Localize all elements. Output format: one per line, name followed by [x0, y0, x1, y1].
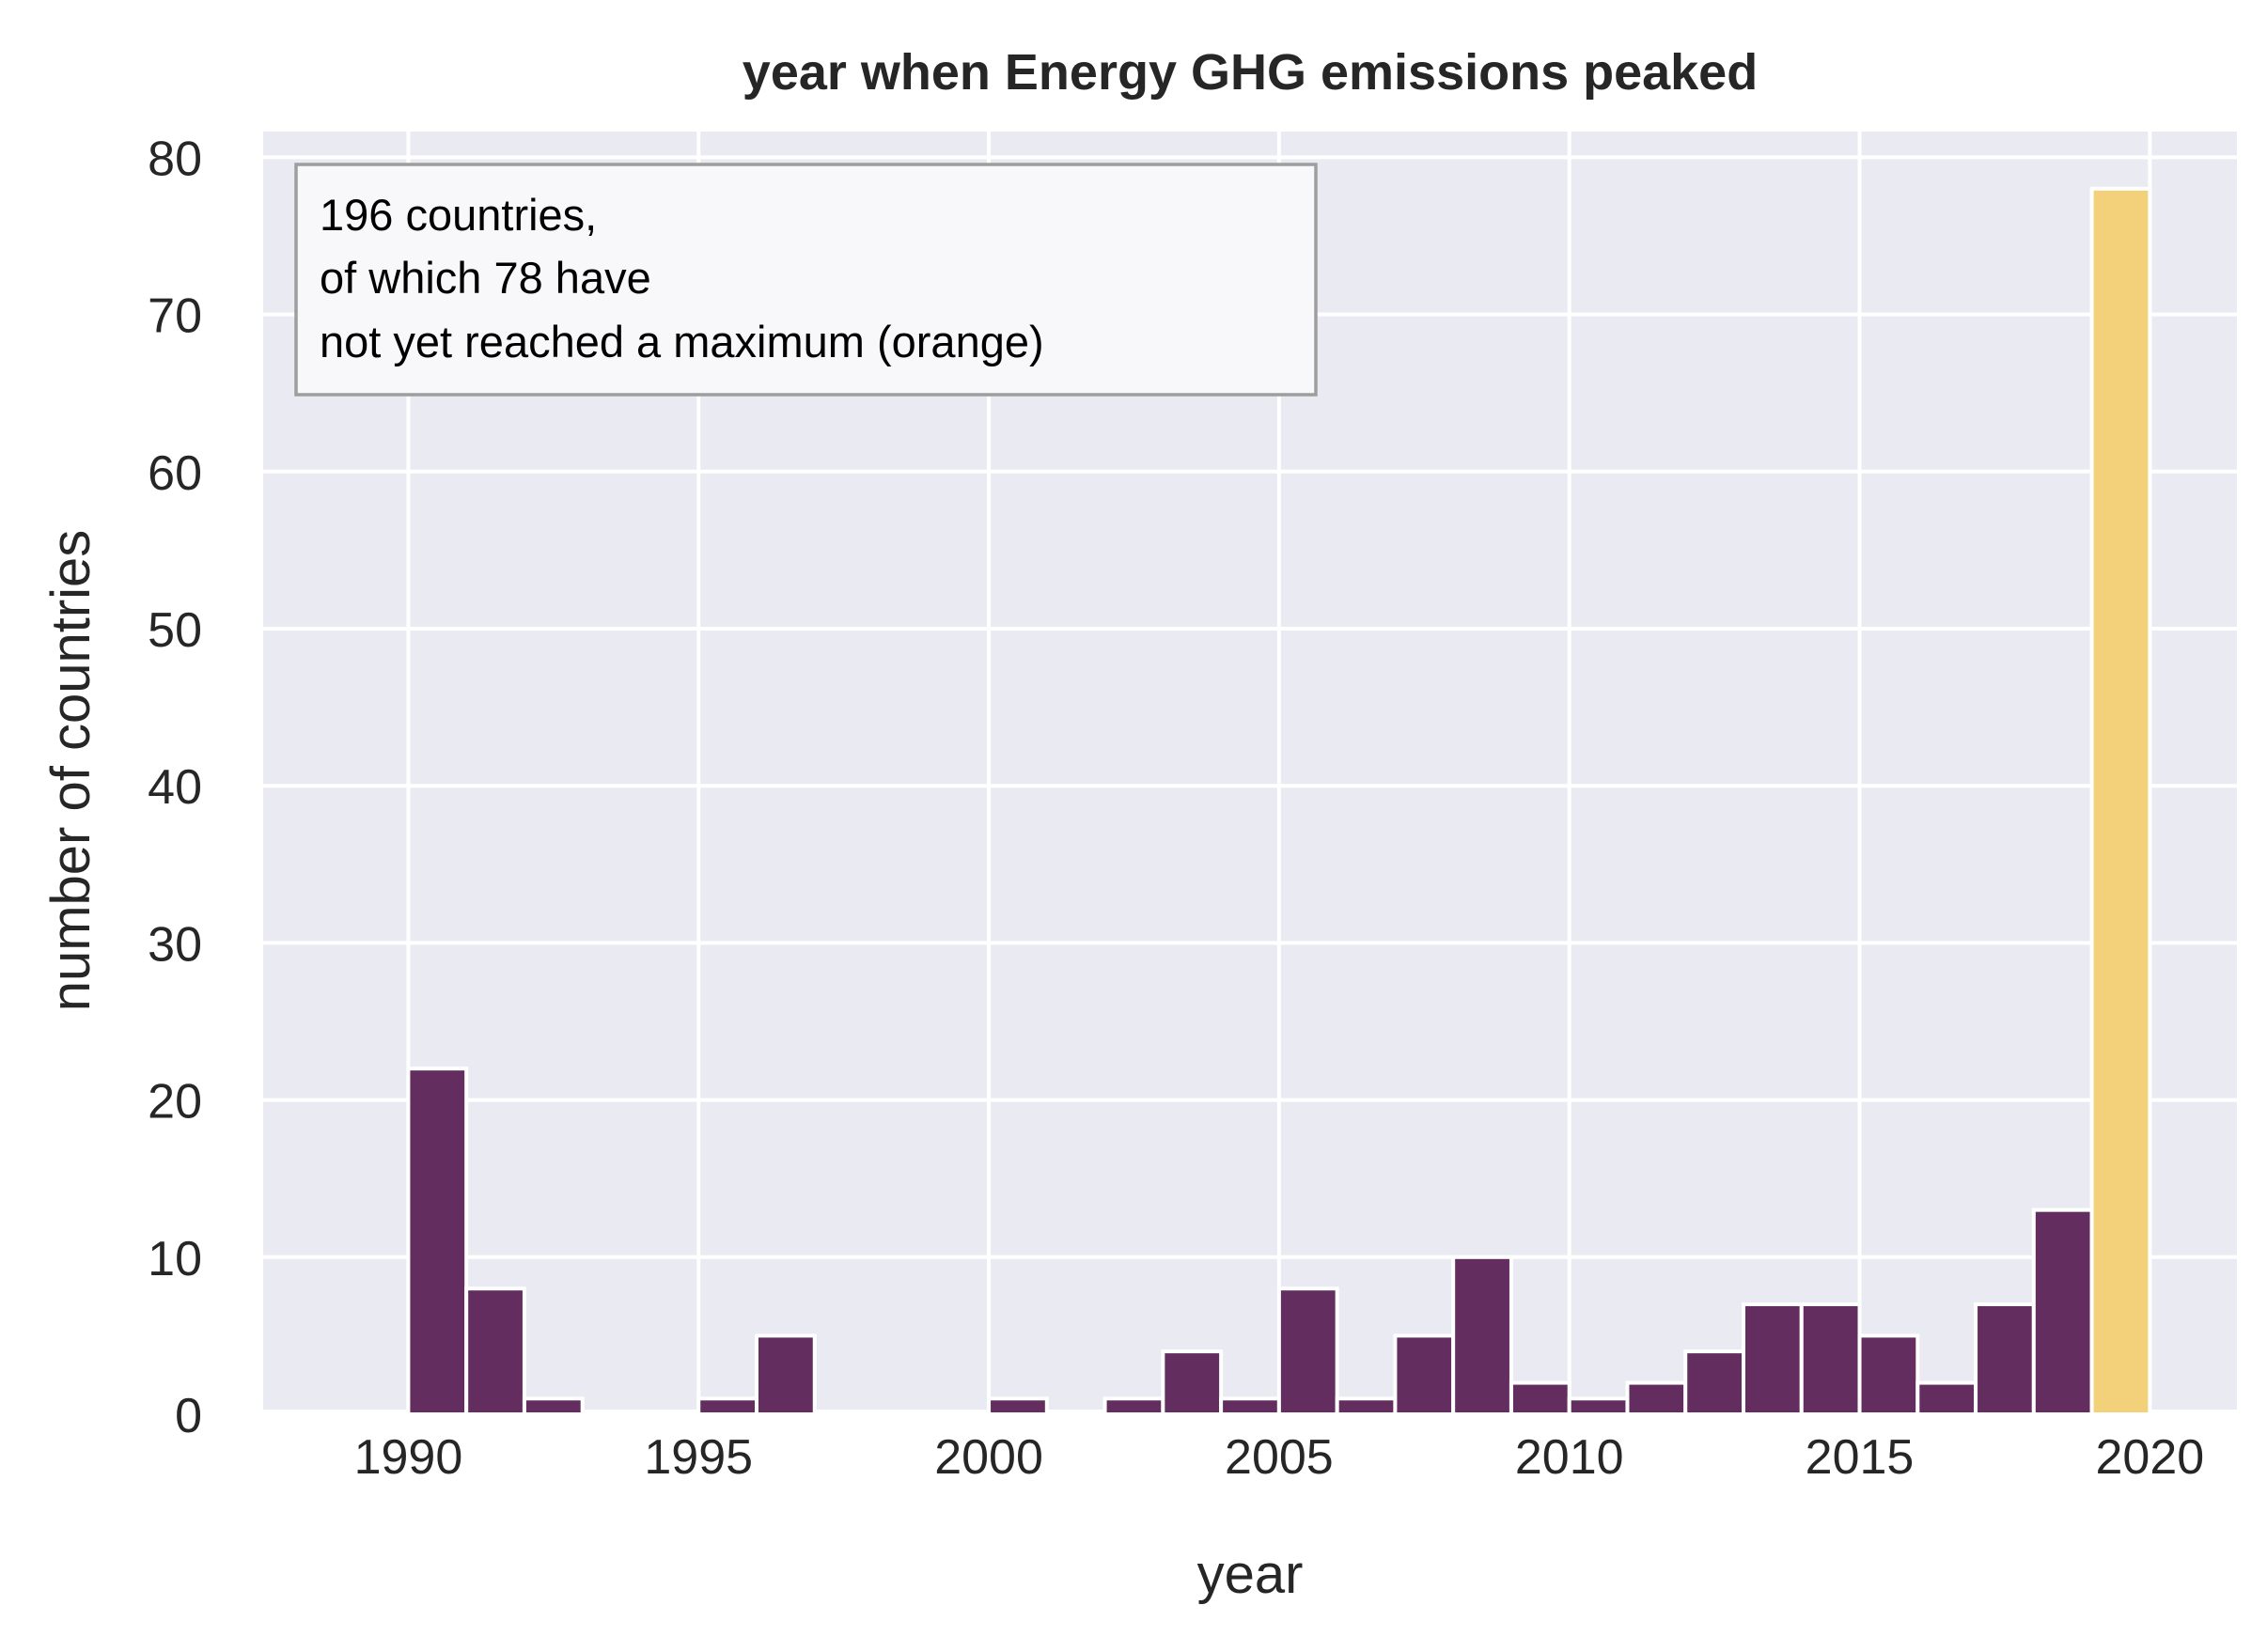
x-tick-label-1990: 1990: [354, 1430, 463, 1485]
y-tick-label-40: 40: [148, 760, 202, 815]
y-tick-label-30: 30: [148, 917, 202, 972]
bar-2008: [1451, 1255, 1513, 1417]
x-tick-label-2015: 2015: [1806, 1430, 1915, 1485]
x-tick-label-2010: 2010: [1515, 1430, 1624, 1485]
annotation-box: 196 countries, of which 78 have not yet …: [294, 163, 1318, 397]
bar-2014: [1799, 1301, 1862, 1416]
y-tick-label-80: 80: [148, 132, 202, 186]
x-tick-label-2020: 2020: [2096, 1430, 2205, 1485]
bar-2010: [1567, 1396, 1630, 1417]
bars: [406, 186, 2152, 1417]
y-tick-label-50: 50: [148, 603, 202, 658]
bar-2015: [1857, 1333, 1920, 1417]
y-axis-label: number of countries: [40, 530, 102, 1012]
bar-1996: [755, 1333, 817, 1417]
tick-labels: 1990 1995 2000 2005 2010 2015 2020 0 10 20 30 40 50 6…: [148, 132, 2204, 1485]
x-tick-label-2000: 2000: [934, 1430, 1043, 1485]
annotation-line-1: 196 countries,: [320, 190, 597, 240]
bar-2017: [1974, 1301, 2036, 1416]
x-tick-label-1995: 1995: [644, 1430, 753, 1485]
y-tick-label-60: 60: [148, 446, 202, 501]
bar-2013: [1742, 1301, 1804, 1416]
bar-1995: [696, 1396, 758, 1417]
bar-2012: [1683, 1349, 1746, 1416]
bar-2009: [1509, 1380, 1571, 1417]
bar-1990: [406, 1067, 469, 1417]
bar-1992: [522, 1396, 585, 1417]
bar-2006: [1335, 1396, 1398, 1417]
y-tick-label-0: 0: [175, 1389, 202, 1443]
y-tick-label-10: 10: [148, 1232, 202, 1286]
bar-2007: [1393, 1333, 1456, 1417]
y-tick-label-20: 20: [148, 1075, 202, 1130]
bar-2000: [987, 1396, 1049, 1417]
x-tick-label-2005: 2005: [1225, 1430, 1334, 1485]
bar-2011: [1625, 1380, 1688, 1417]
y-tick-label-70: 70: [148, 289, 202, 344]
bar-2003: [1161, 1349, 1224, 1416]
bar-2016: [1915, 1380, 1978, 1417]
bar-2004: [1219, 1396, 1281, 1417]
annotation-line-3: not yet reached a maximum (orange): [320, 317, 1044, 366]
bar-2002: [1102, 1396, 1165, 1417]
x-axis-label: year: [1197, 1544, 1304, 1605]
chart-title: year when Energy GHG emissions peaked: [743, 44, 1758, 101]
bar-2019: [2089, 186, 2152, 1417]
annotation-line-2: of which 78 have: [320, 253, 651, 303]
bar-2018: [2031, 1208, 2094, 1417]
bar-1991: [464, 1286, 526, 1416]
bar-2005: [1276, 1286, 1339, 1416]
